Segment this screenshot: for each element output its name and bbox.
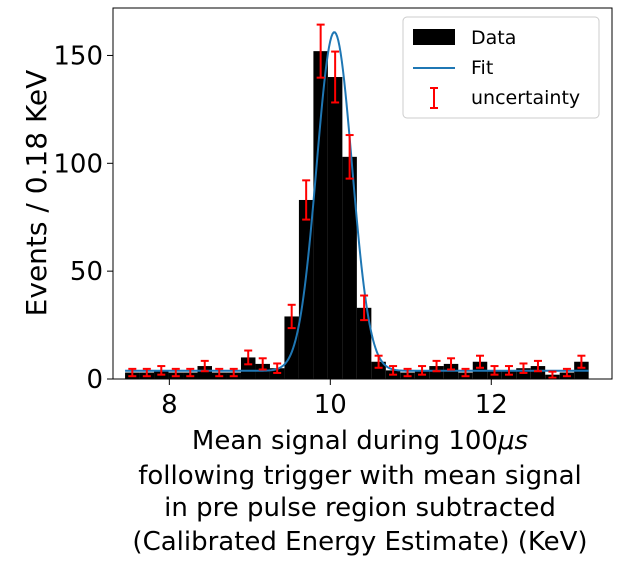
errorbar (403, 367, 412, 378)
errorbar (389, 365, 398, 376)
y-tick-label: 0 (86, 365, 103, 395)
legend-uncertainty-swatch (430, 87, 438, 109)
errorbar (215, 367, 224, 378)
errorbar (548, 370, 557, 379)
legend-uncertainty-label: uncertainty (471, 87, 580, 109)
histogram-bar (284, 316, 299, 379)
errorbar (142, 367, 151, 378)
y-axis-ticks: 0 50 100 150 (53, 41, 113, 395)
errorbar (374, 354, 383, 369)
histogram-bar (429, 366, 444, 379)
errorbar (345, 134, 354, 180)
x-axis-label-line-1: Mean signal during 100μs (192, 426, 528, 456)
errorbar (273, 362, 282, 374)
errorbar (533, 359, 542, 373)
x-tick-label: 12 (475, 390, 508, 420)
uncertainty-errorbars (128, 23, 586, 379)
y-tick-label: 150 (53, 41, 103, 71)
legend: Data Fit uncertainty (402, 16, 600, 119)
x-axis-label-line-4: (Calibrated Energy Estimate) (KeV) (132, 527, 587, 557)
errorbar (490, 365, 499, 376)
errorbar (562, 367, 571, 378)
errorbar (519, 362, 528, 374)
errorbar (171, 367, 180, 378)
errorbar (258, 357, 267, 371)
errorbar (287, 303, 296, 330)
histogram-bar (530, 366, 546, 379)
errorbar (447, 357, 456, 371)
errorbar (316, 23, 325, 79)
errorbar (229, 367, 238, 378)
legend-data-swatch (413, 29, 455, 45)
errorbar (432, 359, 441, 373)
errorbar (186, 367, 195, 378)
legend-data-label: Data (471, 27, 516, 49)
errorbar (244, 349, 253, 366)
legend-fit-label: Fit (471, 57, 493, 79)
histogram-bar (313, 51, 328, 380)
errorbar (577, 354, 586, 369)
x-tick-label: 10 (314, 390, 347, 420)
errorbar (331, 50, 340, 104)
errorbar (128, 367, 137, 378)
histogram-bar (371, 361, 386, 379)
x-axis-label-line-3: in pre pulse region subtracted (164, 493, 556, 523)
errorbar (200, 359, 209, 373)
x-axis-label-line-2: following trigger with mean signal (138, 461, 582, 491)
x-tick-label: 8 (161, 390, 178, 420)
errorbar (504, 365, 513, 376)
errorbar (476, 354, 485, 369)
y-tick-label: 50 (70, 257, 103, 287)
histogram-bar (342, 156, 357, 379)
errorbar (461, 367, 470, 378)
errorbar (302, 179, 311, 221)
histogram-bar (356, 307, 372, 379)
histogram-bar (327, 77, 343, 379)
mu-symbol: μ (497, 426, 515, 456)
errorbar (418, 365, 427, 376)
errorbar (360, 294, 369, 322)
histogram-bar (197, 366, 212, 379)
y-axis-label: Events / 0.18 KeV (20, 70, 53, 317)
errorbar (157, 365, 166, 376)
histogram-bar (240, 357, 256, 379)
plot-frame (112, 7, 613, 380)
y-tick-label: 100 (53, 149, 103, 179)
x-axis-ticks: 8 10 12 (161, 379, 508, 420)
x-label-unit-s: s (515, 426, 529, 456)
